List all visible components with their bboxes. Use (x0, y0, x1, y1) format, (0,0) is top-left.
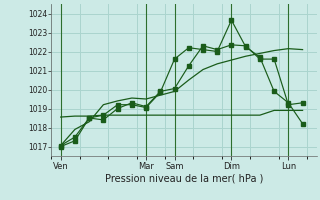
X-axis label: Pression niveau de la mer( hPa ): Pression niveau de la mer( hPa ) (105, 173, 263, 183)
